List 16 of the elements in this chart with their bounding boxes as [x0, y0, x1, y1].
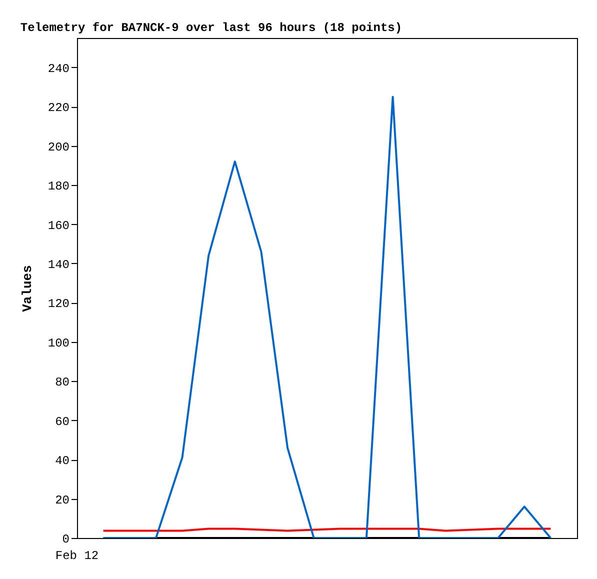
y-tick-label: 160: [48, 218, 70, 233]
y-tick-label: 60: [55, 414, 70, 429]
y-tick-label: 20: [55, 493, 70, 508]
text: Feb 12: [55, 549, 99, 563]
y-tick-label: 100: [48, 336, 70, 350]
y-tick-label: 0: [62, 532, 70, 546]
y-tick-label: 240: [48, 62, 70, 76]
chart-title: Telemetry for BA7NCK-9 over last 96 hours (18 points): [20, 21, 402, 35]
y-tick-label: 40: [55, 454, 70, 468]
y-tick-label: 120: [48, 297, 70, 312]
y-axis-title: Values: [20, 264, 35, 312]
y-tick-label: 220: [48, 101, 70, 116]
y-tick-label: 140: [48, 258, 70, 272]
y-tick-label: 180: [48, 180, 70, 194]
y-tick-label: 200: [48, 140, 70, 154]
y-tick-label: 80: [55, 376, 70, 390]
